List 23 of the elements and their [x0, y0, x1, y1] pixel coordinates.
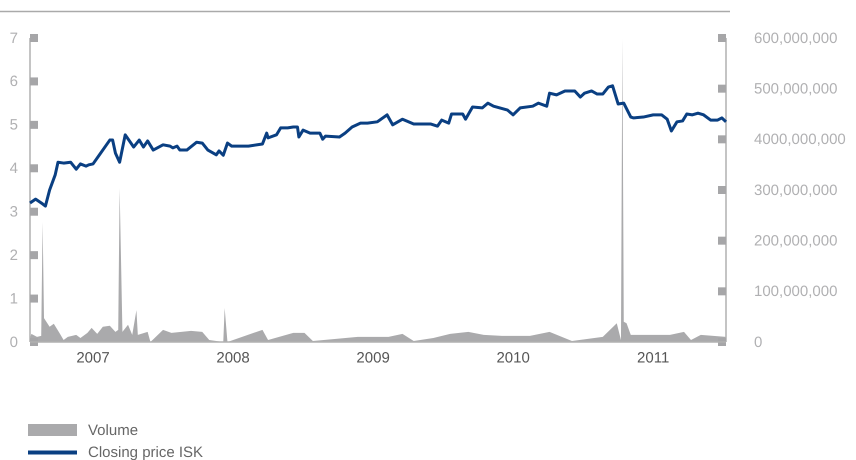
y-tick-label: 5: [10, 116, 18, 134]
y2-tick-label: 0: [754, 334, 762, 351]
y-tick-label: 3: [10, 204, 18, 221]
y2-tick-label: 300,000,000: [754, 182, 838, 199]
y-tick-label: 0: [10, 334, 18, 351]
y2-tick-label: 600,000,000: [754, 30, 838, 47]
y2-tick-label: 200,000,000: [754, 232, 838, 250]
legend-label: Closing price ISK: [88, 444, 204, 460]
y2-tick-label: 100,000,000: [754, 283, 838, 300]
line-series: [28, 84, 728, 208]
y-tick-label: 6: [10, 73, 18, 90]
x-tick-label: 2008: [216, 350, 250, 367]
y2-tick-label: 4000,000,000: [754, 131, 846, 148]
x-tick-label: 2007: [76, 350, 110, 367]
y-tick-label: 1: [10, 290, 18, 308]
legend-label: Volume: [88, 422, 138, 439]
y-tick-label: 7: [10, 30, 18, 47]
x-tick-label: 2009: [356, 350, 390, 367]
y-tick-label: 4: [10, 160, 18, 178]
x-tick-label: 2011: [637, 350, 670, 367]
x-tick-label: 2010: [496, 350, 530, 367]
y2-tick-label: 500,000,000: [754, 80, 838, 98]
y-tick-label: 2: [10, 246, 18, 264]
